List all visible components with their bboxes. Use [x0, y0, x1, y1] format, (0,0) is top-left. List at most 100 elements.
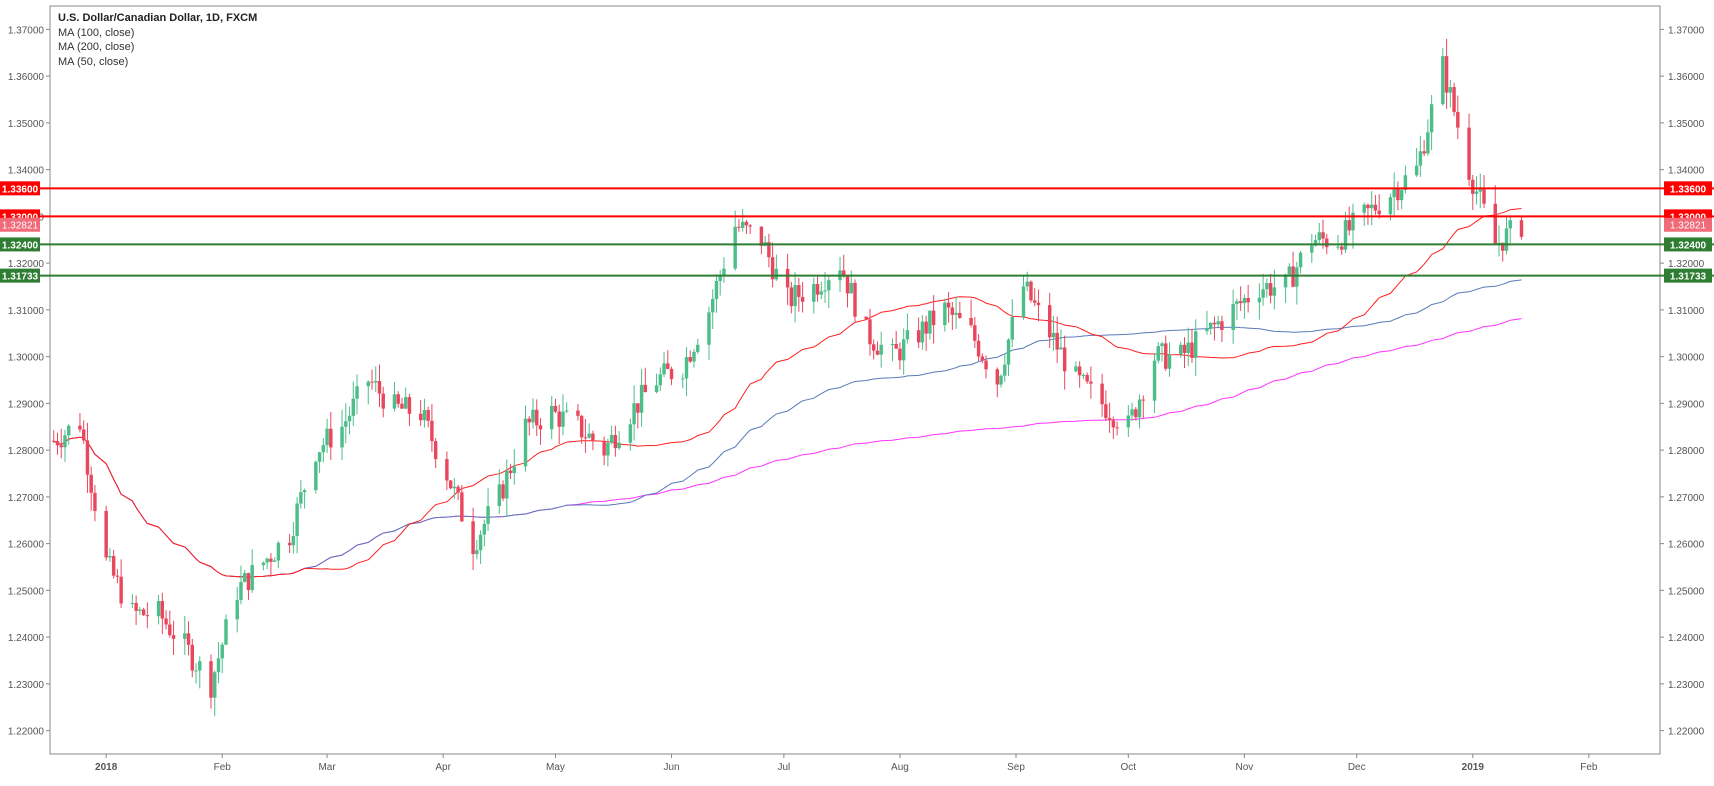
candle-body	[1392, 189, 1396, 198]
candle	[1141, 395, 1146, 419]
candle-body	[374, 380, 378, 383]
candle	[1047, 292, 1052, 349]
candle-body	[1340, 246, 1344, 250]
candle-body	[924, 321, 928, 334]
candle-body	[239, 581, 243, 601]
candle	[1519, 216, 1524, 240]
candle	[827, 275, 831, 309]
symbol-title: U.S. Dollar/Canadian Dollar, 1D, FXCM	[58, 12, 258, 24]
candle	[872, 339, 876, 360]
candle-body	[1283, 274, 1288, 288]
candle	[1418, 135, 1423, 177]
candle-body	[1160, 343, 1164, 347]
candle	[370, 369, 374, 390]
candle	[628, 418, 633, 451]
candle	[1216, 315, 1220, 328]
candle-body	[377, 380, 382, 394]
candle-body	[1310, 245, 1314, 253]
candle	[1134, 407, 1138, 421]
candle	[407, 393, 412, 427]
candle	[351, 381, 355, 426]
level-label-left: 1.31733	[2, 272, 39, 283]
candle	[1003, 353, 1007, 382]
candle-body	[1493, 203, 1497, 245]
candle	[774, 254, 779, 281]
candle	[115, 569, 120, 584]
candle-body	[160, 600, 165, 619]
candle	[130, 594, 135, 608]
candle-body	[317, 452, 322, 462]
candle	[366, 380, 370, 405]
candle-body	[130, 602, 135, 604]
candle-body	[550, 405, 554, 430]
candle-body	[564, 410, 569, 412]
candle	[531, 398, 535, 429]
candle-body	[1295, 267, 1299, 287]
candle	[276, 541, 281, 569]
candle	[171, 620, 176, 655]
candle-body	[1343, 220, 1348, 250]
candle-body	[602, 441, 606, 456]
candle-body	[1257, 297, 1262, 303]
candle-body	[291, 536, 296, 546]
candle-body	[392, 394, 397, 409]
last-price-label-right: 1.32821	[1670, 221, 1707, 232]
candle	[931, 295, 936, 344]
candle	[497, 469, 502, 514]
candle	[168, 610, 172, 638]
candle-body	[1414, 165, 1419, 176]
candle	[430, 404, 434, 452]
x-tick-label: Feb	[1580, 762, 1598, 773]
y-tick-label-left: 1.35000	[8, 119, 45, 130]
candle	[1246, 284, 1250, 313]
candle-body	[340, 426, 344, 448]
candle	[460, 485, 464, 522]
candle	[272, 557, 277, 562]
candle-body	[1366, 204, 1370, 209]
candle-body	[527, 418, 531, 423]
candle	[591, 430, 595, 451]
candle-body	[576, 410, 580, 416]
candle	[770, 242, 775, 288]
candle-body	[407, 397, 412, 414]
candle-body	[329, 428, 333, 448]
y-tick-label-left: 1.22000	[8, 727, 45, 738]
candle	[67, 424, 71, 445]
candle	[681, 373, 685, 389]
candle-body	[1441, 56, 1445, 105]
candle	[696, 338, 700, 354]
candle-body	[875, 350, 880, 355]
candle	[535, 399, 539, 436]
candle	[1268, 273, 1273, 304]
candle	[111, 549, 116, 579]
x-tick-label: Mar	[318, 762, 336, 773]
y-tick-label-right: 1.28000	[1668, 446, 1705, 457]
candle	[643, 367, 648, 393]
candle	[186, 621, 191, 656]
candle	[314, 460, 318, 494]
candle-body	[418, 413, 423, 421]
candle-body	[1205, 328, 1209, 332]
candle-body	[1478, 189, 1482, 192]
candle-body	[1347, 220, 1351, 231]
level-label-right: 1.32400	[1670, 240, 1707, 251]
candle-body	[1077, 366, 1082, 376]
candle-body	[478, 534, 483, 551]
candle-body	[872, 344, 876, 351]
candle	[842, 254, 846, 278]
candle-body	[583, 437, 588, 439]
candle	[1444, 38, 1449, 109]
candle-body	[643, 384, 648, 393]
candle-body	[209, 661, 213, 698]
candle	[894, 330, 898, 349]
y-tick-label-left: 1.31000	[8, 306, 45, 317]
candle-body	[714, 281, 719, 299]
candle-body	[1317, 232, 1321, 241]
candle	[1317, 223, 1321, 245]
candle-body	[1059, 347, 1063, 350]
x-tick-label: Aug	[891, 762, 909, 773]
candle-body	[681, 378, 685, 380]
candle	[1205, 310, 1209, 335]
candle-body	[954, 312, 958, 315]
